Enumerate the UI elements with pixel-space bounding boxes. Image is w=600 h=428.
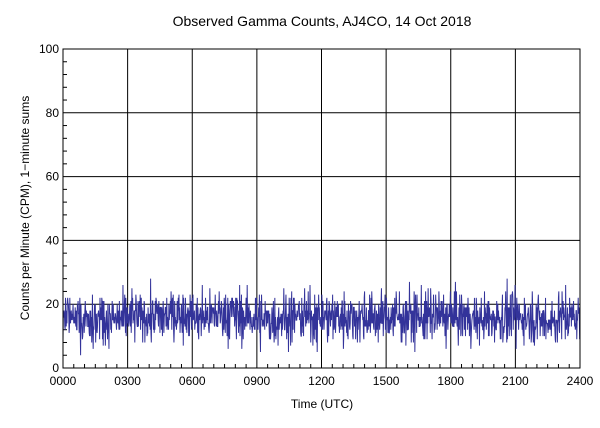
- x-tick-label: 1500: [373, 374, 400, 388]
- x-tick-label: 2100: [502, 374, 529, 388]
- y-tick-label: 40: [46, 233, 60, 247]
- plot-frame: [62, 48, 581, 369]
- x-tick-label: 1200: [308, 374, 335, 388]
- y-tick-label: 20: [46, 297, 60, 311]
- y-tick-label: 0: [52, 361, 59, 375]
- y-tick-label: 80: [46, 106, 60, 120]
- y-axis-label: Counts per Minute (CPM), 1−minute sums: [18, 96, 32, 320]
- minor-ticks: [63, 61, 570, 368]
- series-group: [62, 278, 581, 356]
- x-tick-label: 1800: [437, 374, 464, 388]
- x-tick-label: 0000: [50, 374, 77, 388]
- chart-title: Observed Gamma Counts, AJ4CO, 14 Oct 201…: [173, 13, 472, 29]
- x-tick-label: 0600: [179, 374, 206, 388]
- y-tick-label: 100: [39, 42, 59, 56]
- x-axis-ticks: 0000 0300 0600 0900 1200 1500 1800 2100 2400: [50, 374, 594, 388]
- y-axis-ticks: 0 20 40 60 80 100: [39, 42, 59, 375]
- x-axis-label: Time (UTC): [291, 397, 353, 411]
- x-tick-label: 2400: [567, 374, 594, 388]
- x-tick-label: 0900: [244, 374, 271, 388]
- x-tick-label: 0300: [114, 374, 141, 388]
- cpm-series-line: [62, 278, 581, 356]
- y-tick-label: 60: [46, 170, 60, 184]
- grid-lines: [63, 49, 580, 368]
